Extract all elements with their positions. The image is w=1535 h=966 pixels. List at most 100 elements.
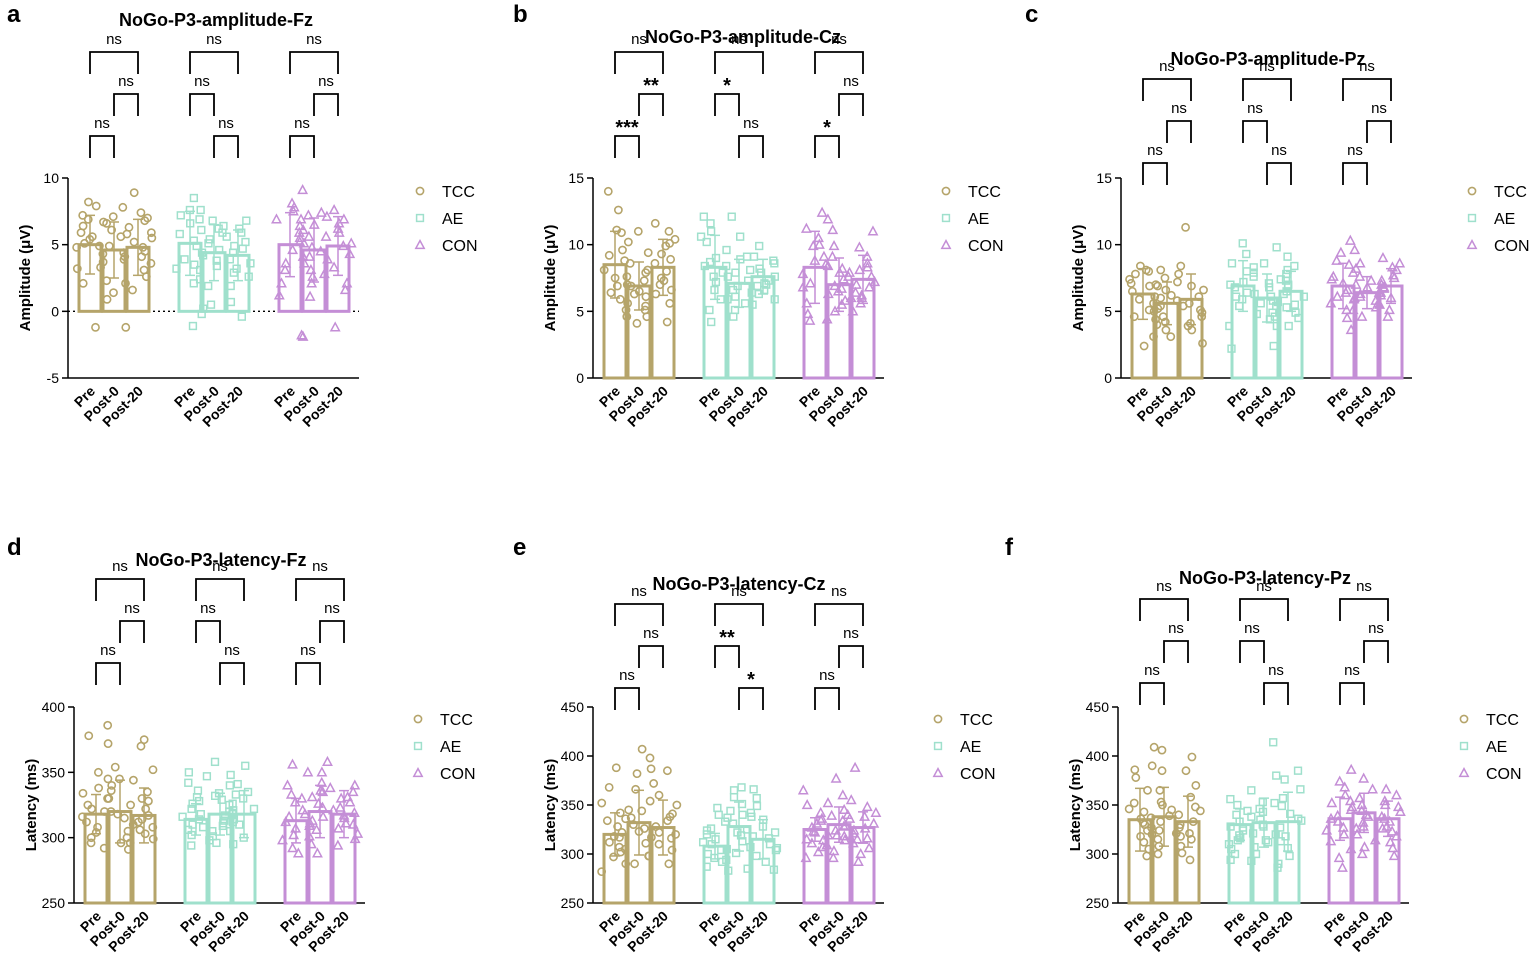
data-point [1361,281,1373,292]
significance-bracket: ns [814,667,840,710]
data-point [91,322,100,332]
bracket-label: ns [843,73,859,90]
data-point [733,828,742,837]
significance-bracket: ns [1363,620,1389,663]
data-point [761,857,770,866]
data-point [649,779,659,788]
y-tick-label: 350 [42,764,66,780]
data-point [1153,834,1163,844]
data-point [632,318,642,328]
data-point [1280,775,1289,784]
data-point [1285,851,1294,861]
legend-marker-ae [1467,213,1477,223]
bracket-label: * [723,75,731,97]
data-point [770,295,779,304]
data-point [78,221,88,231]
data-point [748,832,757,841]
data-point [1296,785,1305,794]
data-point [604,782,614,792]
data-point [738,837,747,846]
significance-bracket: ns [295,642,321,685]
data-point [599,265,609,275]
data-point [316,766,328,777]
data-point [99,217,108,227]
data-point [243,787,253,797]
data-point [328,204,340,215]
significance-bracket: ns [289,115,315,158]
data-point [225,255,235,264]
data-point [1270,312,1279,321]
data-point [322,253,334,264]
data-point [321,210,333,221]
data-point [91,201,101,211]
y-tick-label: 300 [561,846,585,862]
data-point [1383,304,1395,315]
data-point [237,312,247,321]
bracket-label: ns [1268,662,1284,679]
bracket-line [89,135,115,158]
bracket-line [1266,162,1292,185]
data-point [850,278,862,289]
legend-marker-con [412,767,424,778]
data-point [103,720,113,730]
bracket-line [614,135,640,158]
data-point [651,289,661,299]
data-point [86,838,96,848]
legend-marker-ae [933,741,943,751]
significance-bracket: ns [1339,578,1389,621]
data-point [1372,297,1384,308]
data-point [298,237,310,248]
data-point [1264,838,1273,847]
data-point [1156,293,1166,303]
data-point [1129,312,1139,322]
data-point [1276,823,1285,832]
data-point [1224,840,1234,849]
data-point [303,830,315,841]
data-point [754,289,763,299]
data-point [340,817,352,828]
data-point [828,240,840,251]
data-point [1382,310,1394,321]
significance-bracket: ns [838,625,864,668]
data-point [706,227,716,236]
data-point [737,783,746,792]
data-point [671,830,681,839]
data-point [305,838,317,849]
data-point [870,806,882,817]
data-point [723,295,732,304]
data-point [742,252,752,261]
legend-label-con: CON [1494,238,1530,255]
data-point [702,237,711,247]
data-point [839,294,851,305]
data-point [1186,792,1196,802]
data-point [729,786,739,795]
significance-bracket: ns [1139,662,1165,705]
data-point [749,785,758,794]
data-point [328,261,340,272]
bracket-line [189,93,215,116]
data-point [1390,830,1402,841]
data-point [618,245,627,255]
chart-title: NoGo-P3-amplitude-Fz [119,10,313,30]
legend-marker-con [414,239,426,250]
bracket-line [213,135,239,158]
data-point [339,284,351,295]
data-point [699,212,708,221]
significance-bracket: ns [1142,58,1192,101]
bracket-line [638,93,664,116]
data-point [729,793,739,802]
data-point [294,232,306,243]
data-point [1198,338,1207,348]
data-point [1331,254,1343,265]
data-point [838,803,850,815]
panel-c: c NoGo-P3-amplitude-Pz 0 5 10 15 Amplitude (μV… [1025,1,1530,430]
data-point [1332,815,1344,826]
data-point [87,232,97,242]
bracket-line [814,687,840,710]
significance-bracket: ns [195,558,245,601]
bracket-label: ns [106,31,122,48]
data-point [1124,804,1134,814]
data-point [93,822,102,832]
bracket-label: ns [112,558,128,575]
data-point [208,826,217,836]
